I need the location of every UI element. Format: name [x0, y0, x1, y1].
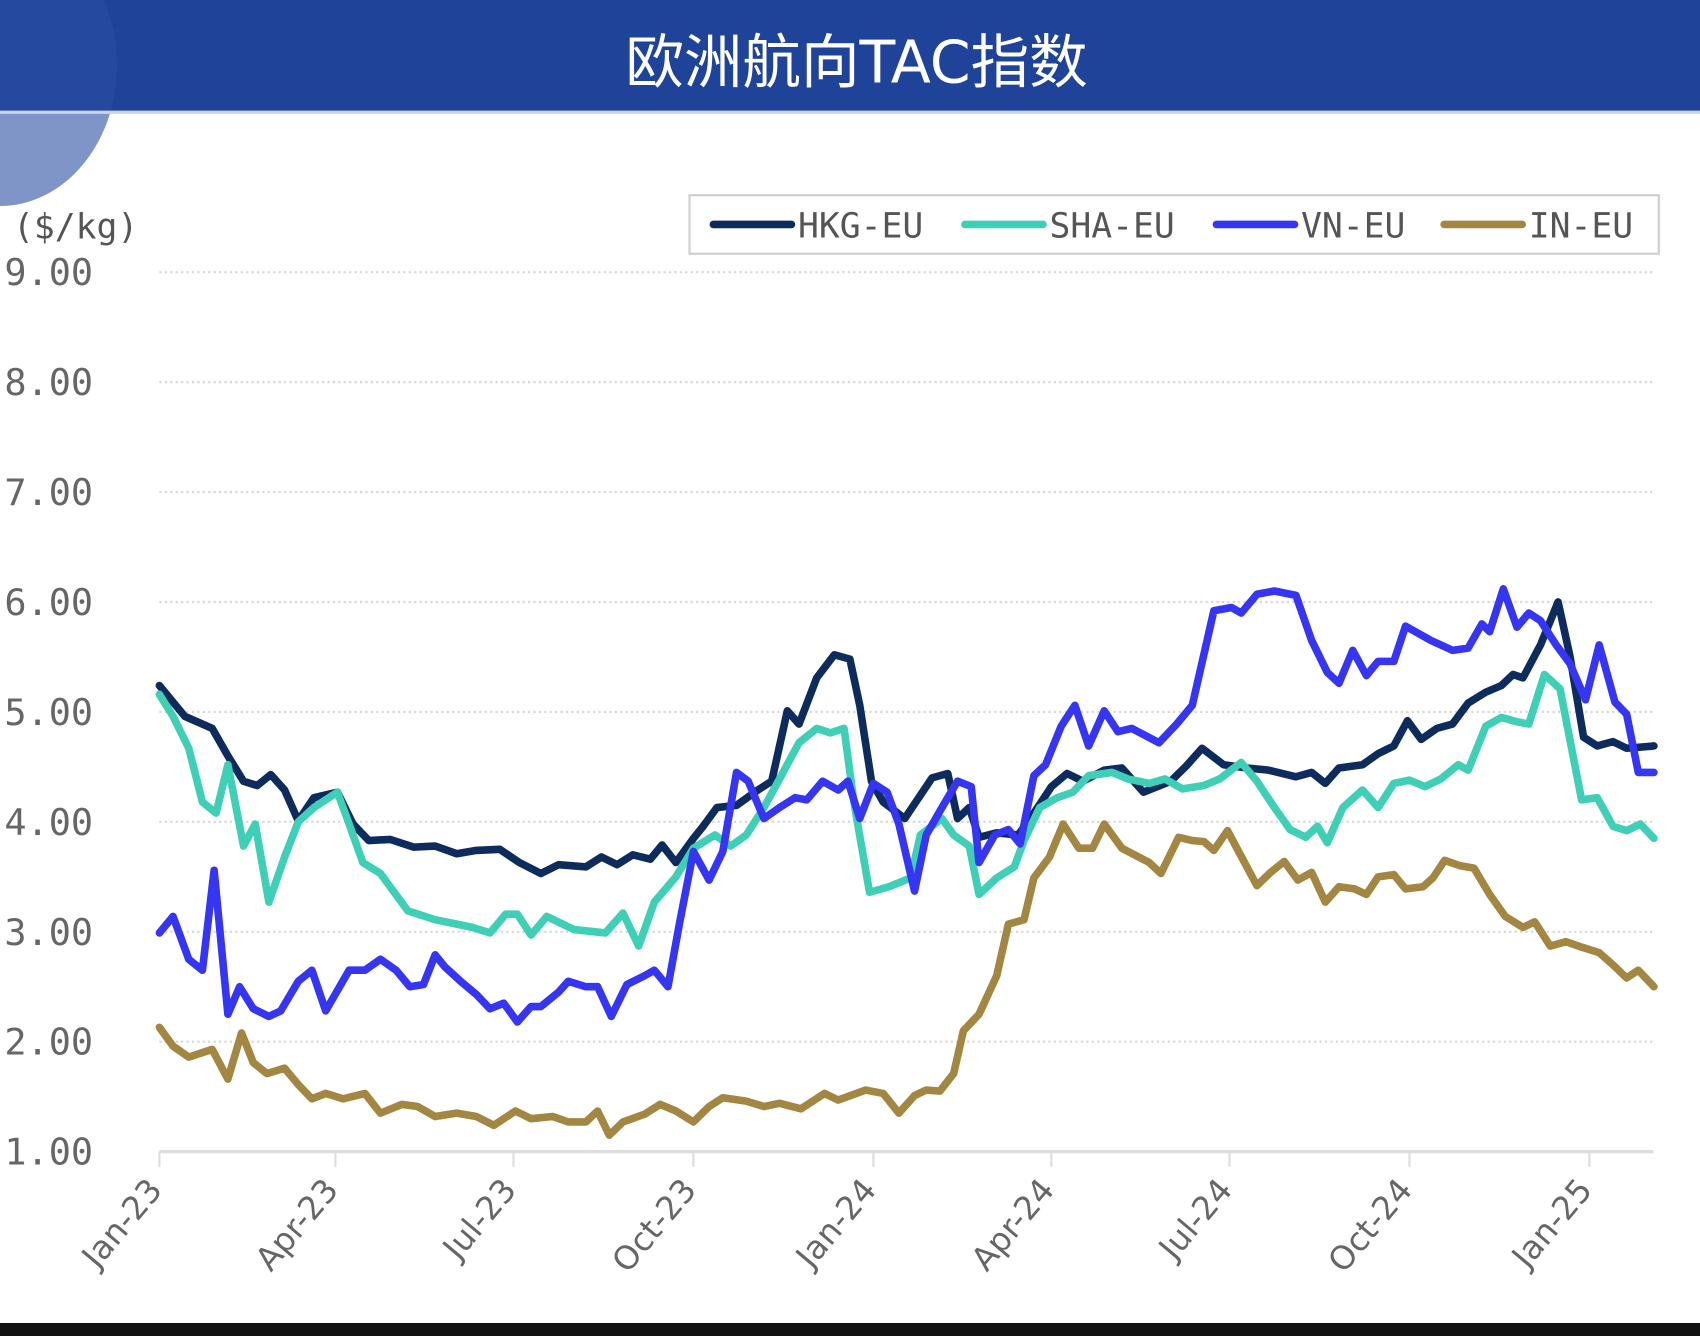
x-tick-label: Apr-23 — [248, 1171, 346, 1278]
y-tick-label: 7.00 — [4, 471, 93, 514]
x-tick-label: Apr-24 — [964, 1171, 1062, 1278]
gridlines — [159, 271, 1654, 1043]
x-tick-label: Jul-24 — [1150, 1171, 1240, 1268]
y-tick-label: 1.00 — [4, 1131, 93, 1174]
legend-label-hkg-eu: HKG-EU — [798, 206, 923, 246]
legend-label-sha-eu: SHA-EU — [1049, 206, 1174, 246]
series-line-in-eu — [155, 820, 1658, 1139]
legend-label-vn-eu: VN-EU — [1301, 206, 1405, 246]
series-line-vn-eu — [155, 585, 1658, 1026]
legend: HKG-EU SHA-EU VN-EU IN-EU — [688, 194, 1660, 255]
bottom-bar — [0, 1322, 1700, 1336]
header-banner: 欧洲航向TAC指数 — [0, 0, 1700, 206]
y-tick-label: 9.00 — [4, 251, 93, 294]
y-tick-label: 8.00 — [4, 361, 93, 404]
legend-label-in-eu: IN-EU — [1529, 206, 1633, 246]
legend-item-vn-eu: VN-EU — [1212, 206, 1405, 246]
x-tick-label: Oct-23 — [605, 1171, 704, 1279]
legend-item-hkg-eu: HKG-EU — [709, 206, 923, 246]
y-tick-label: 3.00 — [4, 911, 93, 954]
y-tick-label: 6.00 — [4, 581, 93, 624]
header-background — [0, 0, 1700, 113]
x-tick-labels: Jan-23 Apr-23 Jul-23 Oct-23 Jan-24 Apr-24 Jul-… — [73, 1151, 1600, 1280]
x-tick-label: Oct-24 — [1321, 1171, 1420, 1279]
legend-item-sha-eu: SHA-EU — [961, 206, 1175, 246]
x-tick-label: Jan-23 — [73, 1171, 170, 1276]
y-tick-label: 4.00 — [4, 801, 93, 844]
x-tick-label: Jan-24 — [787, 1171, 884, 1276]
header-decoration — [0, 0, 118, 206]
y-tick-label: 2.00 — [4, 1021, 93, 1064]
header-divider — [0, 110, 1700, 114]
legend-item-in-eu: IN-EU — [1440, 206, 1633, 246]
x-tick-label: Jul-23 — [434, 1171, 524, 1268]
y-tick-label: 5.00 — [4, 691, 93, 734]
series-line-hkg-eu — [155, 598, 1658, 878]
y-tick-labels: 9.00 8.00 7.00 6.00 5.00 4.00 3.00 2.00 1.00 — [4, 251, 93, 1173]
x-tick-label: Jan-25 — [1503, 1171, 1600, 1276]
chart-title: 欧洲航向TAC指数 — [625, 28, 1087, 96]
y-axis-label: ($/kg) — [13, 208, 138, 248]
series-lines — [155, 585, 1658, 1139]
